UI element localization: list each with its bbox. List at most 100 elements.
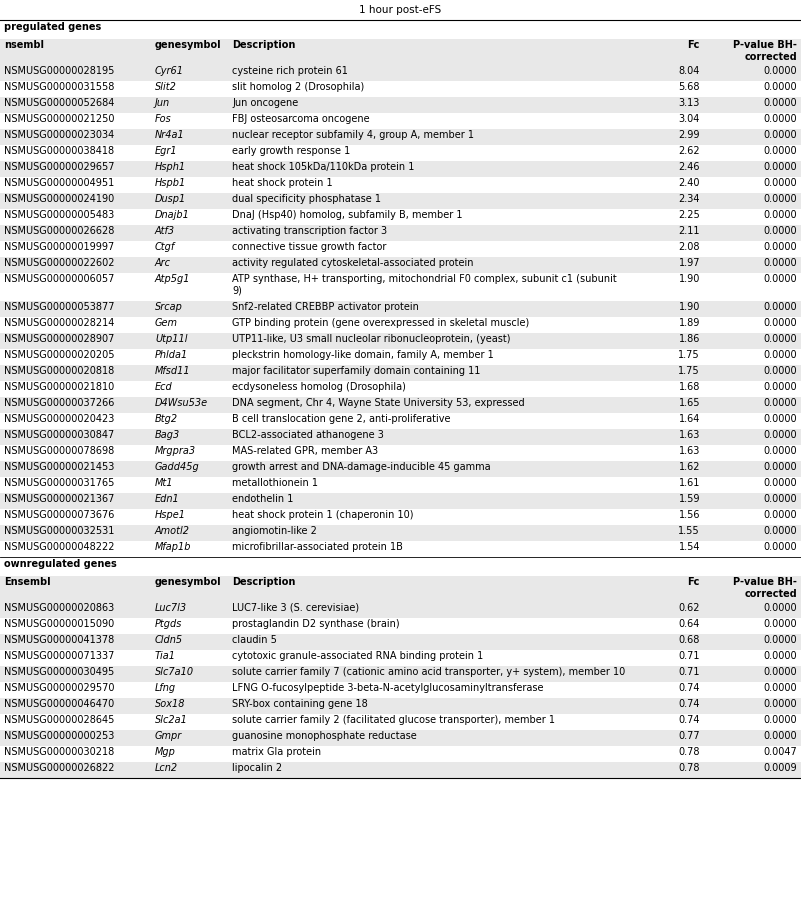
Bar [0,81,801,97]
Text: nsembl: nsembl [4,40,44,50]
Text: 0.0000: 0.0000 [763,414,797,424]
Text: Fos: Fos [155,114,171,124]
Text: P-value BH-
corrected: P-value BH- corrected [733,577,797,598]
Text: NSMUSG00000048222: NSMUSG00000048222 [4,542,115,552]
Text: 1 hour post-eFS: 1 hour post-eFS [360,5,441,15]
Text: Dnajb1: Dnajb1 [155,210,190,220]
Text: Jun: Jun [155,98,170,108]
Bar [0,618,801,634]
Text: NSMUSG00000030495: NSMUSG00000030495 [4,667,115,677]
Text: 1.55: 1.55 [678,526,700,536]
Text: 0.0000: 0.0000 [763,683,797,693]
Text: NSMUSG00000028195: NSMUSG00000028195 [4,66,115,76]
Bar [0,129,801,145]
Text: solute carrier family 7 (cationic amino acid transporter, y+ system), member 10: solute carrier family 7 (cationic amino … [232,667,626,677]
Text: 0.0000: 0.0000 [763,619,797,629]
Text: ownregulated genes: ownregulated genes [4,559,117,569]
Text: LUC7-like 3 (S. cerevisiae): LUC7-like 3 (S. cerevisiae) [232,603,359,613]
Text: Snf2-related CREBBP activator protein: Snf2-related CREBBP activator protein [232,302,419,312]
Text: NSMUSG00000026822: NSMUSG00000026822 [4,763,115,773]
Bar [0,576,801,602]
Text: ecdysoneless homolog (Drosophila): ecdysoneless homolog (Drosophila) [232,382,406,392]
Text: NSMUSG00000030847: NSMUSG00000030847 [4,430,115,440]
Text: NSMUSG00000073676: NSMUSG00000073676 [4,510,115,520]
Bar [0,273,801,301]
Text: prostaglandin D2 synthase (brain): prostaglandin D2 synthase (brain) [232,619,400,629]
Text: 0.62: 0.62 [678,603,700,613]
Text: 1.68: 1.68 [678,382,700,392]
Text: NSMUSG00000022602: NSMUSG00000022602 [4,258,115,268]
Text: 0.0000: 0.0000 [763,114,797,124]
Text: Mt1: Mt1 [155,478,174,488]
Text: Lcn2: Lcn2 [155,763,178,773]
Text: Gem: Gem [155,318,178,328]
Text: 8.04: 8.04 [678,66,700,76]
Text: 0.0000: 0.0000 [763,242,797,252]
Text: NSMUSG00000015090: NSMUSG00000015090 [4,619,115,629]
Text: 0.0000: 0.0000 [763,510,797,520]
Text: NSMUSG00000032531: NSMUSG00000032531 [4,526,115,536]
Text: 2.25: 2.25 [678,210,700,220]
Text: Gadd45g: Gadd45g [155,462,199,472]
Text: genesymbol: genesymbol [155,577,222,587]
Text: Utp11l: Utp11l [155,334,187,344]
Text: P-value BH-
corrected: P-value BH- corrected [733,40,797,61]
Text: nuclear receptor subfamily 4, group A, member 1: nuclear receptor subfamily 4, group A, m… [232,130,474,140]
Text: Nr4a1: Nr4a1 [155,130,185,140]
Text: 1.90: 1.90 [678,274,700,284]
Text: 0.0000: 0.0000 [763,130,797,140]
Text: 5.68: 5.68 [678,82,700,92]
Text: Description: Description [232,40,296,50]
Text: 0.64: 0.64 [678,619,700,629]
Text: 0.0000: 0.0000 [763,731,797,741]
Text: NSMUSG00000030218: NSMUSG00000030218 [4,747,115,757]
Text: 0.78: 0.78 [678,747,700,757]
Text: lipocalin 2: lipocalin 2 [232,763,282,773]
Text: 1.75: 1.75 [678,366,700,376]
Text: NSMUSG00000021250: NSMUSG00000021250 [4,114,115,124]
Text: cytotoxic granule-associated RNA binding protein 1: cytotoxic granule-associated RNA binding… [232,651,483,661]
Text: 1.56: 1.56 [678,510,700,520]
Text: ATP synthase, H+ transporting, mitochondrial F0 complex, subunit c1 (subunit
9): ATP synthase, H+ transporting, mitochond… [232,274,617,296]
Bar [0,65,801,81]
Text: NSMUSG00000000253: NSMUSG00000000253 [4,731,115,741]
Text: NSMUSG00000078698: NSMUSG00000078698 [4,446,115,456]
Text: NSMUSG00000052684: NSMUSG00000052684 [4,98,115,108]
Text: 1.90: 1.90 [678,302,700,312]
Text: 0.0000: 0.0000 [763,366,797,376]
Text: genesymbol: genesymbol [155,40,222,50]
Text: 0.0000: 0.0000 [763,98,797,108]
Text: GTP binding protein (gene overexpressed in skeletal muscle): GTP binding protein (gene overexpressed … [232,318,529,328]
Text: Lfng: Lfng [155,683,176,693]
Text: solute carrier family 2 (facilitated glucose transporter), member 1: solute carrier family 2 (facilitated glu… [232,715,555,725]
Text: 1.61: 1.61 [678,478,700,488]
Text: 0.77: 0.77 [678,731,700,741]
Text: 0.0000: 0.0000 [763,334,797,344]
Text: Egr1: Egr1 [155,146,178,156]
Text: guanosine monophosphate reductase: guanosine monophosphate reductase [232,731,417,741]
Text: 0.0000: 0.0000 [763,542,797,552]
Text: Luc7l3: Luc7l3 [155,603,187,613]
Text: NSMUSG00000041378: NSMUSG00000041378 [4,635,115,645]
Bar [0,762,801,778]
Text: 0.0000: 0.0000 [763,699,797,709]
Text: 0.0009: 0.0009 [763,763,797,773]
Text: 2.40: 2.40 [678,178,700,188]
Text: Mgp: Mgp [155,747,176,757]
Text: Dusp1: Dusp1 [155,194,187,204]
Text: NSMUSG00000053877: NSMUSG00000053877 [4,302,115,312]
Text: NSMUSG00000020205: NSMUSG00000020205 [4,350,115,360]
Text: DNA segment, Chr 4, Wayne State University 53, expressed: DNA segment, Chr 4, Wayne State Universi… [232,398,525,408]
Text: 0.0000: 0.0000 [763,382,797,392]
Text: 3.13: 3.13 [678,98,700,108]
Text: 0.0000: 0.0000 [763,194,797,204]
Text: 0.0000: 0.0000 [763,146,797,156]
Bar [0,650,801,666]
Text: Slc2a1: Slc2a1 [155,715,188,725]
Text: NSMUSG00000031558: NSMUSG00000031558 [4,82,115,92]
Text: SRY-box containing gene 18: SRY-box containing gene 18 [232,699,368,709]
Bar [0,365,801,381]
Text: Description: Description [232,577,296,587]
Bar [0,39,801,65]
Text: Cldn5: Cldn5 [155,635,183,645]
